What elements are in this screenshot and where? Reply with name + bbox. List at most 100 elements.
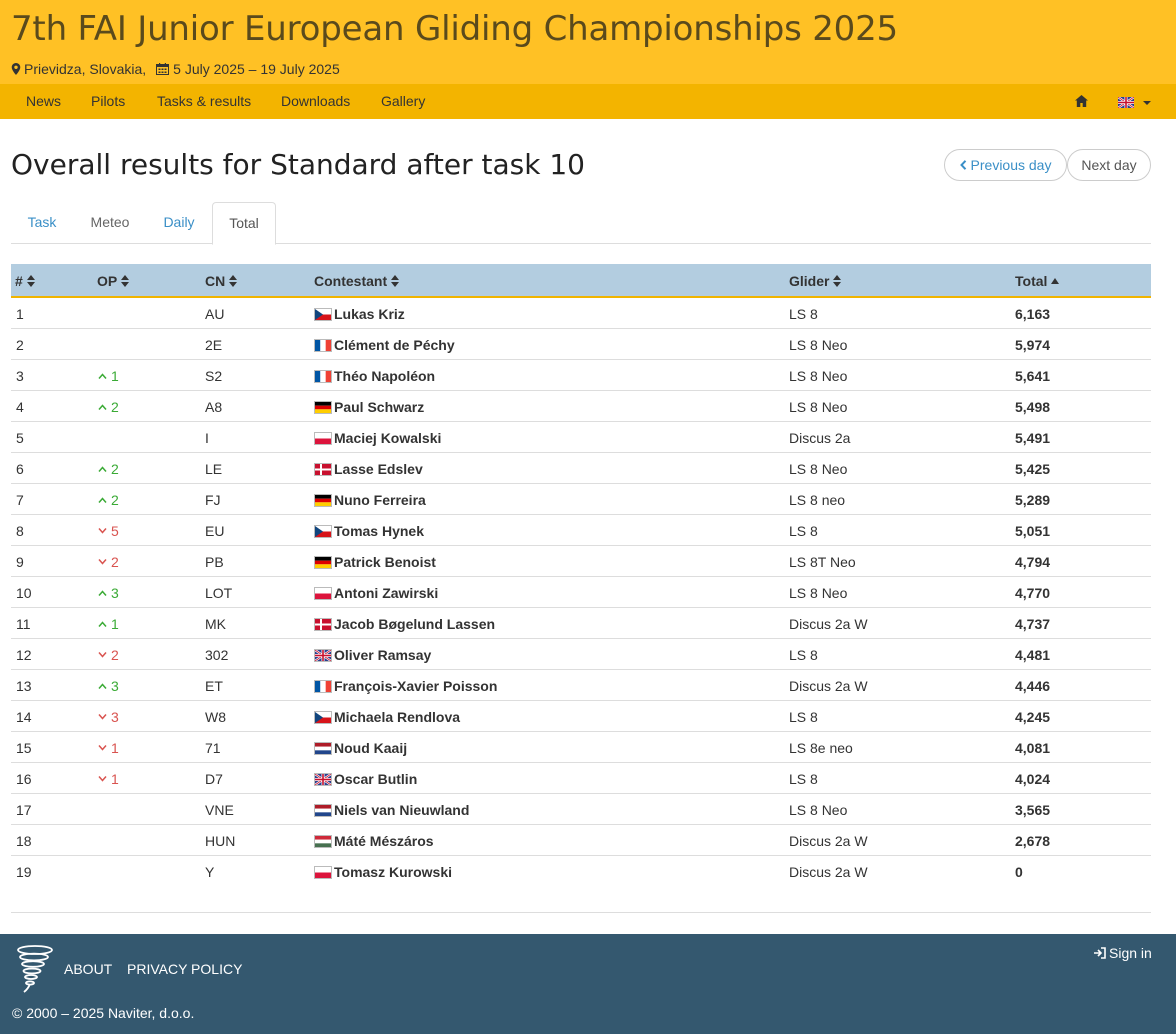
chevron-up-icon bbox=[98, 466, 107, 472]
contestant-cell[interactable]: Jacob Bøgelund Lassen bbox=[314, 616, 495, 632]
column-header-glider[interactable]: Glider bbox=[789, 273, 842, 289]
rank-cell: 16 bbox=[16, 771, 32, 787]
chevron-down-icon bbox=[98, 776, 107, 782]
position-change-cell: 2 bbox=[98, 554, 119, 570]
total-points-cell: 4,024 bbox=[1015, 771, 1051, 787]
sign-in-link[interactable]: Sign in bbox=[1094, 945, 1152, 961]
contestant-name: François-Xavier Poisson bbox=[334, 678, 498, 694]
event-location: Prievidza, Slovakia, bbox=[24, 61, 147, 77]
uk-flag-icon[interactable] bbox=[1118, 97, 1134, 108]
next-day-button[interactable]: Next day bbox=[1067, 149, 1151, 181]
position-change-cell: 1 bbox=[98, 740, 119, 756]
contestant-cell[interactable]: Clément de Péchy bbox=[314, 337, 455, 353]
competition-number-cell: FJ bbox=[205, 492, 221, 508]
position-change-value: 1 bbox=[111, 771, 119, 787]
tab-daily[interactable]: Daily bbox=[163, 214, 195, 230]
rank-cell: 10 bbox=[16, 585, 32, 601]
fr-flag-icon bbox=[314, 369, 332, 383]
column-header-total[interactable]: Total bbox=[1015, 273, 1060, 289]
position-change-cell: 5 bbox=[98, 523, 119, 539]
contestant-cell[interactable]: Paul Schwarz bbox=[314, 399, 424, 415]
nav-pilots[interactable]: Pilots bbox=[91, 93, 126, 109]
contestant-cell[interactable]: Lasse Edslev bbox=[314, 461, 423, 477]
rank-cell: 11 bbox=[16, 616, 31, 632]
calendar-icon bbox=[156, 63, 170, 75]
contestant-cell[interactable]: Noud Kaaij bbox=[314, 740, 407, 756]
tab-total[interactable]: Total bbox=[212, 202, 276, 245]
table-row: 7 2 FJ Nuno Ferreira LS 8 neo 5,289 bbox=[11, 484, 1151, 515]
contestant-cell[interactable]: Tomasz Kurowski bbox=[314, 864, 452, 880]
site-header: 7th FAI Junior European Gliding Champion… bbox=[0, 0, 1176, 84]
total-points-cell: 5,491 bbox=[1015, 430, 1051, 446]
sort-icon bbox=[391, 275, 400, 287]
column-header-rank[interactable]: # bbox=[15, 273, 35, 289]
column-header-cn[interactable]: CN bbox=[205, 273, 238, 289]
table-row: 12 2 302 Oliver Ramsay LS 8 4,481 bbox=[11, 639, 1151, 670]
nav-news[interactable]: News bbox=[26, 93, 62, 109]
sign-in-label: Sign in bbox=[1109, 945, 1152, 961]
nav-tasks-results[interactable]: Tasks & results bbox=[157, 93, 252, 109]
table-row: 3 1 S2 Théo Napoléon LS 8 Neo 5,641 bbox=[11, 360, 1151, 391]
contestant-cell[interactable]: Oliver Ramsay bbox=[314, 647, 431, 663]
table-row: 10 3 LOT Antoni Zawirski LS 8 Neo 4,770 bbox=[11, 577, 1151, 608]
contestant-cell[interactable]: Patrick Benoist bbox=[314, 554, 436, 570]
footer-privacy-link[interactable]: PRIVACY POLICY bbox=[127, 961, 243, 977]
contestant-cell[interactable]: Nuno Ferreira bbox=[314, 492, 426, 508]
contestant-cell[interactable]: Antoni Zawirski bbox=[314, 585, 438, 601]
competition-number-cell: PB bbox=[205, 554, 224, 570]
competition-number-cell: W8 bbox=[205, 709, 226, 725]
copyright: © 2000 – 2025 Naviter, d.o.o. bbox=[12, 1005, 195, 1021]
tab-meteo[interactable]: Meteo bbox=[90, 214, 130, 230]
contestant-cell[interactable]: Théo Napoléon bbox=[314, 368, 435, 384]
contestant-cell[interactable]: Tomas Hynek bbox=[314, 523, 424, 539]
column-header-contestant[interactable]: Contestant bbox=[314, 273, 400, 289]
column-header-glider-label: Glider bbox=[789, 273, 830, 289]
map-marker-icon bbox=[11, 63, 21, 75]
contestant-cell[interactable]: Maciej Kowalski bbox=[314, 430, 441, 446]
contestant-cell[interactable]: Oscar Butlin bbox=[314, 771, 417, 787]
competition-number-cell: HUN bbox=[205, 833, 236, 849]
chevron-up-icon bbox=[98, 404, 107, 410]
pl-flag-icon bbox=[314, 431, 332, 445]
footer-about-link[interactable]: ABOUT bbox=[64, 961, 113, 977]
position-change-value: 5 bbox=[111, 523, 119, 539]
chevron-left-icon bbox=[959, 160, 966, 170]
language-dropdown-caret-icon[interactable] bbox=[1143, 101, 1151, 105]
page-title: Overall results for Standard after task … bbox=[11, 148, 585, 181]
table-row: 1 AU Lukas Kriz LS 8 6,163 bbox=[11, 298, 1151, 329]
chevron-up-icon bbox=[98, 683, 107, 689]
table-row: 18 HUN Máté Mészáros Discus 2a W 2,678 bbox=[11, 825, 1151, 856]
table-row: 16 1 D7 Oscar Butlin LS 8 4,024 bbox=[11, 763, 1151, 794]
contestant-cell[interactable]: Michaela Rendlova bbox=[314, 709, 460, 725]
rank-cell: 7 bbox=[16, 492, 24, 508]
competition-number-cell: ET bbox=[205, 678, 223, 694]
contestant-name: Patrick Benoist bbox=[334, 554, 436, 570]
glider-cell: LS 8 neo bbox=[789, 492, 846, 508]
rank-cell: 12 bbox=[16, 647, 32, 663]
contestant-cell[interactable]: Niels van Nieuwland bbox=[314, 802, 470, 818]
competition-number-cell: A8 bbox=[205, 399, 223, 415]
total-points-cell: 6,163 bbox=[1015, 306, 1051, 322]
sort-icon bbox=[833, 275, 842, 287]
total-points-cell: 4,481 bbox=[1015, 647, 1051, 663]
position-change-cell: 2 bbox=[98, 647, 119, 663]
nav-gallery[interactable]: Gallery bbox=[381, 93, 426, 109]
contestant-cell[interactable]: François-Xavier Poisson bbox=[314, 678, 498, 694]
contestant-cell[interactable]: Máté Mészáros bbox=[314, 833, 434, 849]
table-row: 13 3 ET François-Xavier Poisson Discus 2a W 4… bbox=[11, 670, 1151, 701]
position-change-cell: 2 bbox=[98, 492, 119, 508]
glider-cell: Discus 2a bbox=[789, 430, 851, 446]
total-points-cell: 4,794 bbox=[1015, 554, 1051, 570]
position-change-value: 3 bbox=[111, 709, 119, 725]
tab-task[interactable]: Task bbox=[27, 214, 57, 230]
previous-day-button[interactable]: Previous day bbox=[944, 149, 1067, 181]
nav-downloads[interactable]: Downloads bbox=[281, 93, 351, 109]
competition-number-cell: MK bbox=[205, 616, 226, 632]
contestant-name: Niels van Nieuwland bbox=[334, 802, 470, 818]
contestant-name: Nuno Ferreira bbox=[334, 492, 426, 508]
position-change-cell: 2 bbox=[98, 461, 119, 477]
competition-number-cell: D7 bbox=[205, 771, 223, 787]
home-icon[interactable] bbox=[1075, 95, 1088, 107]
contestant-cell[interactable]: Lukas Kriz bbox=[314, 306, 405, 322]
column-header-op[interactable]: OP bbox=[97, 273, 130, 289]
